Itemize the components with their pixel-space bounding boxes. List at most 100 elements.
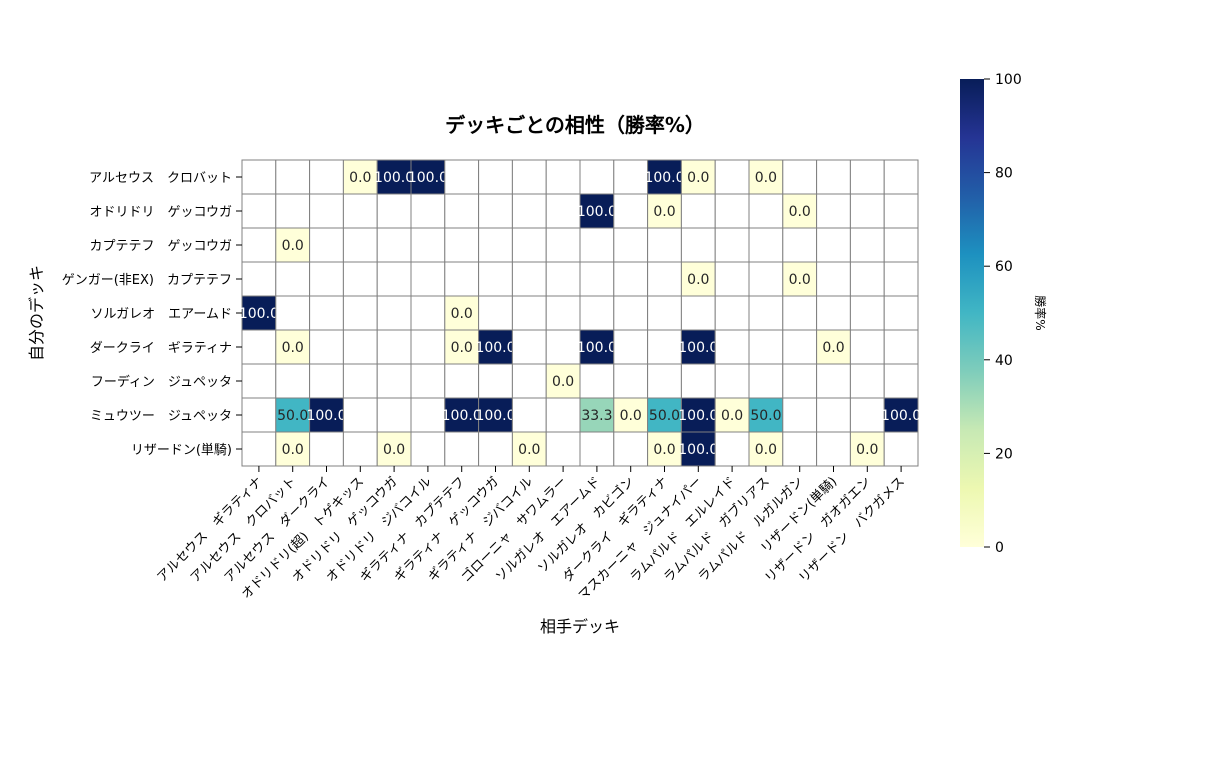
heatmap-cell [309, 431, 344, 467]
colorbar-tick-label: 60 [995, 259, 1013, 275]
heatmap-cell [849, 227, 885, 263]
heatmap-cell [275, 193, 311, 229]
cell-value-label: 100.0 [678, 340, 718, 356]
heatmap-cell [849, 261, 885, 297]
heatmap-cell [579, 363, 615, 399]
heatmap-cell [714, 431, 750, 467]
colorbar-tick-label: 0 [995, 540, 1004, 556]
cell-value-label: 0.0 [789, 272, 811, 288]
heatmap-cell [376, 261, 412, 297]
heatmap-cell [545, 397, 581, 433]
y-tick-label: リザードン(単騎) [131, 442, 232, 458]
heatmap-cell [748, 431, 784, 467]
colorbar-ticks: 0 20 40 60 80 100 [984, 72, 1022, 556]
heatmap-cell [748, 227, 784, 263]
heatmap-cell [849, 397, 885, 433]
heatmap-cell [275, 363, 311, 399]
heatmap-cell [511, 329, 547, 365]
heatmap-cell [241, 295, 277, 331]
cell-value-label: 0.0 [653, 442, 675, 458]
cell-value-label: 0.0 [755, 170, 777, 186]
y-tick-label: フーディン ジュペッタ [91, 374, 232, 390]
heatmap-cell [275, 329, 311, 365]
heatmap-cell [613, 295, 649, 331]
heatmap-cell [579, 295, 615, 331]
heatmap-cell [241, 193, 277, 229]
heatmap-cell [579, 227, 615, 263]
y-tick-label: ダークライ ギラティナ [90, 341, 232, 356]
cell-value-label: 0.0 [518, 442, 540, 458]
cell-value-label: 100.0 [239, 306, 279, 322]
cell-value-label: 100.0 [577, 204, 617, 220]
heatmap-cell [849, 193, 885, 229]
heatmap-cell [376, 295, 412, 331]
heatmap-cell [478, 193, 513, 229]
heatmap-cell [410, 261, 446, 297]
heatmap-cell [680, 329, 716, 365]
heatmap-cell [478, 159, 513, 195]
cell-value-label: 0.0 [451, 306, 473, 322]
heatmap-cell [849, 159, 885, 195]
heatmap-cell [444, 159, 480, 195]
cell-value-label: 33.3 [581, 408, 612, 424]
heatmap-cell [883, 431, 919, 467]
heatmap-cell [714, 261, 750, 297]
heatmap-cell [849, 329, 885, 365]
heatmap-cells: 0.0 100.0 100.0 100.0 0.0 0.0 100.0 0.0 0.0 0.0 0.… [239, 159, 921, 467]
cell-value-label: 0.0 [282, 238, 304, 254]
heatmap-cell [714, 295, 750, 331]
cell-value-label: 0.0 [687, 170, 709, 186]
cell-value-label: 0.0 [687, 272, 709, 288]
heatmap-cell [342, 397, 378, 433]
heatmap-cell [511, 431, 547, 467]
heatmap-cell [680, 363, 716, 399]
heatmap-cell [579, 431, 615, 467]
heatmap-cell [309, 329, 344, 365]
heatmap-cell [714, 363, 750, 399]
heatmap-cell [816, 261, 851, 297]
heatmap-cell [545, 431, 581, 467]
heatmap-cell [444, 295, 480, 331]
heatmap-cell [478, 261, 513, 297]
heatmap-cell [680, 397, 716, 433]
heatmap-cell [714, 159, 750, 195]
cell-value-label: 0.0 [653, 204, 675, 220]
heatmap-cell [647, 329, 682, 365]
heatmap-cell [410, 227, 446, 263]
heatmap-cell [241, 431, 277, 467]
heatmap-cell [647, 295, 682, 331]
heatmap-cell [613, 363, 649, 399]
heatmap-cell [410, 397, 446, 433]
y-axis-label: 自分のデッキ [27, 265, 46, 361]
heatmap-cell [613, 227, 649, 263]
heatmap-cell [511, 159, 547, 195]
heatmap-cell [748, 159, 784, 195]
colorbar-tick-label: 100 [995, 72, 1022, 88]
heatmap-cell [444, 227, 480, 263]
cell-value-label: 100.0 [577, 340, 617, 356]
heatmap-cell [816, 431, 851, 467]
heatmap-cell [309, 261, 344, 297]
cell-value-label: 0.0 [620, 408, 642, 424]
heatmap-cell [545, 159, 581, 195]
heatmap-cell [782, 363, 818, 399]
heatmap-cell [444, 363, 480, 399]
heatmap-cell [241, 397, 277, 433]
heatmap-cell [309, 193, 344, 229]
heatmap-cell [275, 159, 311, 195]
heatmap-cell [545, 261, 581, 297]
heatmap-cell [376, 159, 412, 195]
heatmap-cell [782, 431, 818, 467]
heatmap-cell [376, 329, 412, 365]
heatmap-cell [782, 193, 818, 229]
colorbar-tick-label: 20 [995, 446, 1013, 462]
heatmap-cell [410, 431, 446, 467]
heatmap-cell [511, 363, 547, 399]
y-tick-label: ゲンガー(非EX) カプテテフ [62, 273, 232, 288]
heatmap-cell [748, 295, 784, 331]
heatmap-cell [376, 363, 412, 399]
heatmap-cell [545, 227, 581, 263]
heatmap-cell [849, 295, 885, 331]
